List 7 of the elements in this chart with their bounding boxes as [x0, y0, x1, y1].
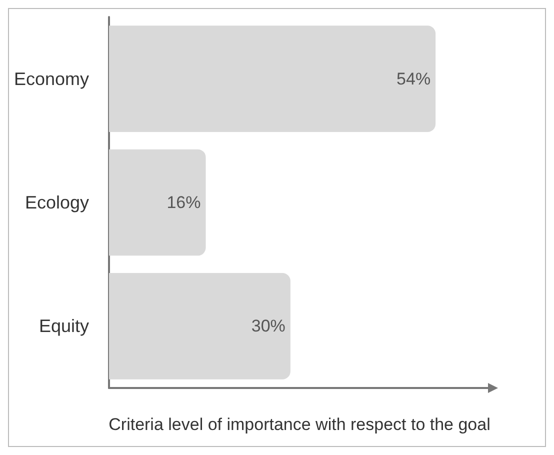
y-tick-label: Ecology: [24, 192, 89, 212]
data-label: 30%: [251, 316, 286, 336]
x-axis-title: Criteria level of importance with respect to the goal: [108, 415, 490, 434]
y-tick-label: Equity: [38, 316, 89, 336]
data-label: 16%: [166, 193, 201, 212]
y-tick-label: Economy: [14, 68, 89, 89]
data-label: 54%: [396, 69, 431, 88]
